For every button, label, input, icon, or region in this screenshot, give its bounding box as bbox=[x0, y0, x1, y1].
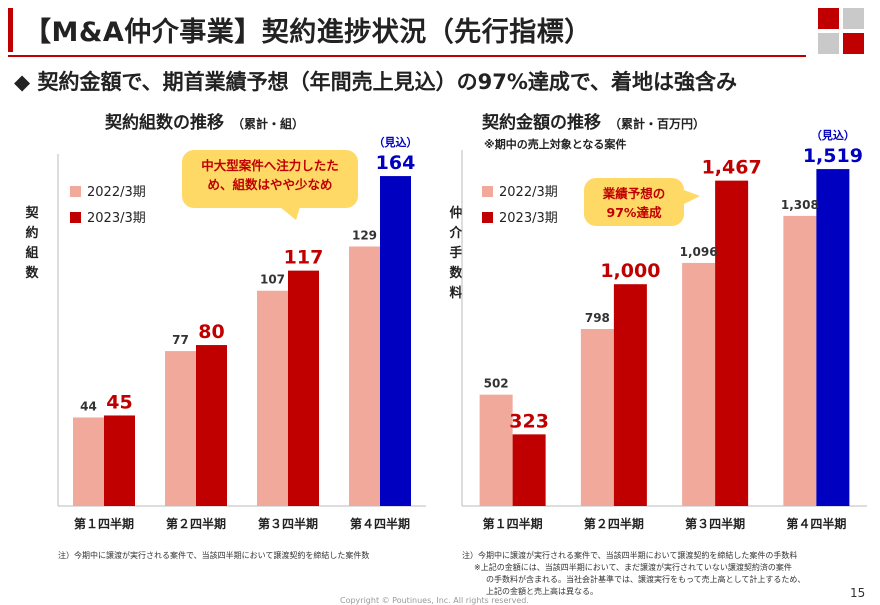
callout-amount: 業績予想の97%達成 bbox=[584, 178, 684, 226]
page-subtitle: ◆ 契約金額で、期首業績予想（年間売上見込）の97%達成で、着地は強含み bbox=[14, 70, 738, 94]
x-tick-label: 第２四半期 bbox=[166, 516, 226, 531]
bar-2022 bbox=[479, 394, 513, 506]
data-label-2023: 1,519 bbox=[803, 145, 863, 167]
data-label-2022: 107 bbox=[260, 273, 285, 287]
x-tick-label: 第３四半期 bbox=[258, 516, 318, 531]
legend-label: 2022/3期 bbox=[499, 185, 558, 200]
data-label-2022: 1,096 bbox=[680, 245, 718, 259]
footnote-amount-line-1: 注）今期中に譲渡が実行される案件で、当該四半期において譲渡契約を締結した案件の手… bbox=[462, 551, 798, 560]
data-label-2022: 502 bbox=[484, 377, 509, 391]
data-label-2022: 1,308 bbox=[781, 198, 819, 212]
footnote-amount-line-3: の手数料が含まれる。当社会計基準では、譲渡実行をもって売上高として計上するため、 bbox=[486, 575, 806, 584]
title-accent-bar bbox=[8, 8, 13, 52]
callout-tail-amount bbox=[684, 190, 700, 204]
legend-label: 2023/3期 bbox=[499, 211, 558, 226]
callout-tail-count bbox=[280, 207, 300, 220]
bar-2023 bbox=[288, 270, 319, 506]
bar-2022 bbox=[783, 215, 817, 506]
bar-2023 bbox=[613, 284, 647, 506]
page-number: 15 bbox=[850, 586, 866, 600]
bar-2023 bbox=[196, 345, 227, 506]
data-label-2022: 798 bbox=[585, 311, 610, 325]
chart-title-count: 契約組数の推移 （累計・組） bbox=[105, 113, 305, 133]
data-label-2023: 1,467 bbox=[702, 157, 762, 179]
bar-chart-count: 44 45 第１四半期 77 80 第２四半期 107 117 第３四半期 129 164 （見込） 第… bbox=[57, 135, 426, 531]
x-tick-label: 第３四半期 bbox=[685, 516, 745, 531]
bar-2023 bbox=[104, 415, 135, 506]
data-label-2023: 164 bbox=[376, 152, 416, 174]
bar-2022 bbox=[165, 351, 196, 506]
data-label-2023: 45 bbox=[106, 391, 132, 413]
company-logo bbox=[818, 8, 866, 56]
bar-2023 bbox=[715, 180, 749, 506]
legend-swatch bbox=[70, 212, 81, 223]
bar-2023-forecast bbox=[380, 176, 411, 506]
bar-2022 bbox=[257, 290, 288, 506]
x-tick-label: 第４四半期 bbox=[786, 516, 846, 531]
bar-2022 bbox=[349, 246, 380, 506]
chart-title-amount: 契約金額の推移 （累計・百万円） bbox=[482, 113, 706, 133]
forecast-label: （見込） bbox=[811, 128, 855, 142]
x-tick-label: 第１四半期 bbox=[74, 516, 134, 531]
footnote-count: 注）今期中に譲渡が実行される案件で、当該四半期において譲渡契約を締結した案件数 bbox=[58, 551, 370, 560]
data-label-2023: 117 bbox=[284, 247, 324, 269]
data-label-2023: 80 bbox=[198, 321, 224, 343]
legend-swatch bbox=[70, 186, 81, 197]
chart-panel-count: 契約組数の推移 （累計・組） 契約組数 44 45 第１四半期 77 80 第２四半期 107… bbox=[10, 104, 428, 594]
page-title: 【M&A仲介事業】契約進捗状況（先行指標） bbox=[24, 17, 592, 48]
bar-2023 bbox=[512, 434, 546, 506]
bar-2022 bbox=[580, 329, 614, 506]
y-axis-label-amount: 仲介手数料 bbox=[449, 206, 463, 301]
footnote-amount-line-4: 上記の金額と売上高は異なる。 bbox=[486, 587, 598, 596]
bar-2023-forecast bbox=[816, 169, 850, 506]
copyright: Copyright © Poutinues, Inc. All rights r… bbox=[340, 596, 529, 605]
title-underline bbox=[8, 55, 806, 57]
data-label-2023: 323 bbox=[509, 410, 549, 432]
data-label-2023: 1,000 bbox=[600, 260, 660, 282]
data-label-2022: 44 bbox=[80, 399, 97, 413]
forecast-label: （見込） bbox=[374, 135, 418, 149]
y-axis-label-count: 契約組数 bbox=[25, 206, 39, 281]
footnote-amount-line-2: ※上記の金額には、当該四半期において、まだ譲渡が実行されていない譲渡契約済の案件 bbox=[474, 563, 792, 572]
footnote-amount: 注）今期中に譲渡が実行される案件で、当該四半期において譲渡契約を締結した案件の手… bbox=[462, 550, 867, 598]
legend-swatch bbox=[482, 212, 493, 223]
chart-panel-amount: 契約金額の推移 （累計・百万円） ※期中の売上対象となる案件 仲介手数料 502 3… bbox=[449, 104, 870, 596]
x-tick-label: 第２四半期 bbox=[584, 516, 644, 531]
data-label-2022: 129 bbox=[352, 228, 377, 242]
x-tick-label: 第４四半期 bbox=[350, 516, 410, 531]
chart-note-amount: ※期中の売上対象となる案件 bbox=[484, 138, 627, 151]
legend-label: 2023/3期 bbox=[87, 211, 146, 226]
callout-count: 中大型案件へ注力したため、組数はやや少なめ bbox=[182, 150, 358, 208]
data-label-2022: 77 bbox=[172, 333, 189, 347]
x-tick-label: 第１四半期 bbox=[483, 516, 543, 531]
bar-chart-amount: 502 323 第１四半期 798 1,000 第２四半期 1,096 1,467 第３四半期 1… bbox=[461, 128, 867, 531]
legend-swatch bbox=[482, 186, 493, 197]
bar-2022 bbox=[73, 417, 104, 506]
bar-2022 bbox=[682, 262, 716, 506]
legend-label: 2022/3期 bbox=[87, 185, 146, 200]
